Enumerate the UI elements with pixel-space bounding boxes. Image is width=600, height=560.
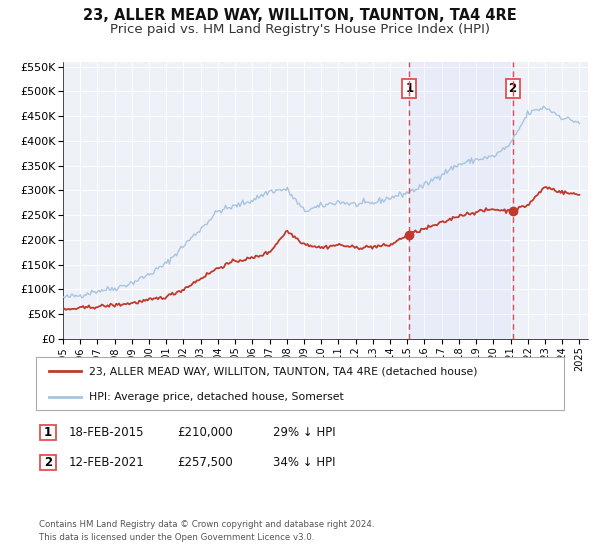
Text: 1: 1 [405,82,413,95]
Text: Price paid vs. HM Land Registry's House Price Index (HPI): Price paid vs. HM Land Registry's House … [110,22,490,36]
Bar [409,62,512,339]
Text: This data is licensed under the Open Government Licence v3.0.: This data is licensed under the Open Gov… [39,533,314,542]
Text: £257,500: £257,500 [177,456,233,469]
Text: 23, ALLER MEAD WAY, WILLITON, TAUNTON, TA4 4RE: 23, ALLER MEAD WAY, WILLITON, TAUNTON, T… [83,8,517,23]
Text: 12-FEB-2021: 12-FEB-2021 [69,456,145,469]
Text: 18-FEB-2015: 18-FEB-2015 [69,426,145,439]
Text: 34% ↓ HPI: 34% ↓ HPI [273,456,335,469]
Text: 2: 2 [44,456,52,469]
Text: 2: 2 [509,82,517,95]
Text: £210,000: £210,000 [177,426,233,439]
Text: 29% ↓ HPI: 29% ↓ HPI [273,426,335,439]
Text: Contains HM Land Registry data © Crown copyright and database right 2024.: Contains HM Land Registry data © Crown c… [39,520,374,529]
Text: 23, ALLER MEAD WAY, WILLITON, TAUNTON, TA4 4RE (detached house): 23, ALLER MEAD WAY, WILLITON, TAUNTON, T… [89,366,478,376]
Text: 1: 1 [44,426,52,439]
Text: HPI: Average price, detached house, Somerset: HPI: Average price, detached house, Some… [89,391,344,402]
